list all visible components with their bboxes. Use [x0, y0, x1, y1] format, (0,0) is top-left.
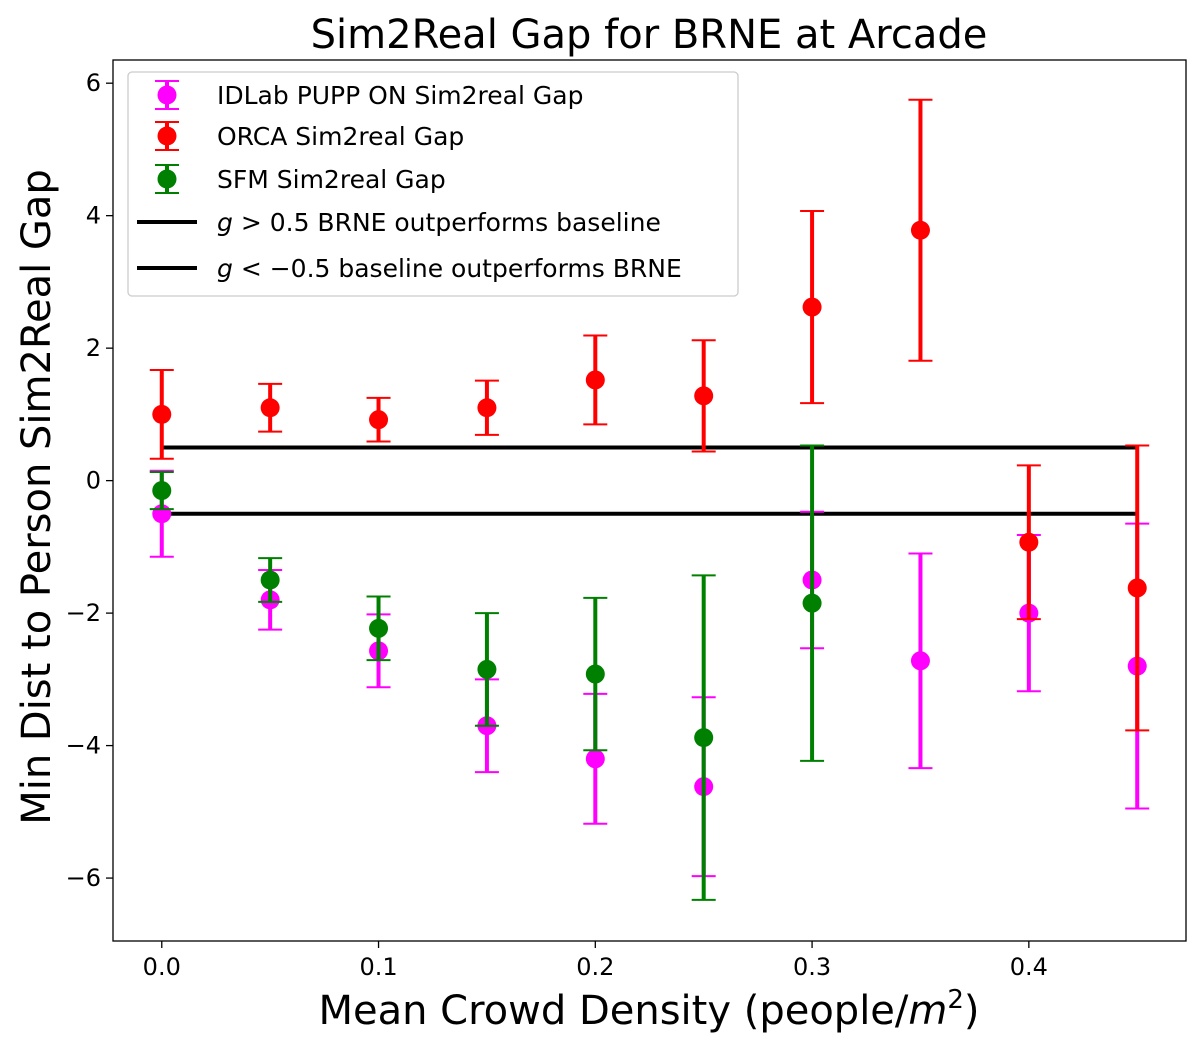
- legend-label-text: < −0.5 baseline outperforms BRNE: [233, 254, 682, 283]
- series-2: [149, 98, 1150, 732]
- x-tick-label: 0.4: [1010, 953, 1048, 981]
- axes-frame: [112, 59, 1187, 942]
- legend-box: [127, 71, 739, 297]
- data-point: [477, 398, 497, 418]
- data-point: [369, 618, 389, 638]
- data-point: [694, 728, 714, 748]
- plot-area: [149, 98, 1150, 901]
- x-tick-label: 0.1: [359, 953, 397, 981]
- legend-marker: [157, 85, 177, 105]
- legend-item-1: IDLab PUPP ON Sim2real Gap: [155, 80, 583, 110]
- y-tick-label: −4: [66, 732, 101, 760]
- x-axis-title-unit: m: [908, 988, 947, 1034]
- x-tick-label: 0.3: [793, 953, 831, 981]
- legend-marker: [157, 169, 177, 189]
- legend-label: g > 0.5 BRNE outperforms baseline: [217, 208, 661, 237]
- x-axis-title-close: ): [964, 988, 980, 1034]
- legend-label-var: g: [217, 208, 233, 237]
- data-point: [802, 297, 822, 317]
- y-tick-label: 0: [86, 467, 101, 495]
- y-tick-label: −6: [66, 864, 101, 892]
- data-point: [260, 398, 280, 418]
- legend-label: ORCA Sim2real Gap: [217, 122, 464, 151]
- legend-item-2: ORCA Sim2real Gap: [155, 121, 464, 151]
- legend-label-var: g: [217, 254, 233, 283]
- y-tick-label: −2: [66, 599, 101, 627]
- x-axis-title: Mean Crowd Density (people/m2): [318, 985, 979, 1034]
- legend-item-3: SFM Sim2real Gap: [155, 164, 446, 194]
- y-tick-label: 2: [86, 334, 101, 362]
- data-point: [585, 664, 605, 684]
- data-point: [152, 481, 172, 501]
- legend-item-4: g > 0.5 BRNE outperforms baseline: [137, 208, 661, 237]
- x-tick-label: 0.0: [143, 953, 181, 981]
- data-point: [369, 410, 389, 430]
- y-axis-title: Min Dist to Person Sim2Real Gap: [14, 169, 60, 825]
- legend: IDLab PUPP ON Sim2real Gap ORCA Sim2real …: [127, 71, 739, 297]
- legend-label: g < −0.5 baseline outperforms BRNE: [217, 254, 682, 283]
- legend-marker: [157, 126, 177, 146]
- legend-label: SFM Sim2real Gap: [217, 165, 446, 194]
- legend-item-5: g < −0.5 baseline outperforms BRNE: [137, 254, 682, 283]
- series-1: [149, 469, 1150, 878]
- data-point: [260, 570, 280, 590]
- data-point: [1127, 578, 1147, 598]
- data-point: [585, 370, 605, 390]
- series-3: [149, 444, 825, 901]
- x-axis-title-text: Mean Crowd Density (people/: [318, 988, 908, 1034]
- data-point: [910, 651, 930, 671]
- data-point: [910, 220, 930, 240]
- data-point: [802, 593, 822, 613]
- x-axis-title-exponent: 2: [947, 985, 964, 1015]
- data-point: [477, 659, 497, 679]
- data-point: [152, 404, 172, 424]
- legend-label: IDLab PUPP ON Sim2real Gap: [217, 81, 583, 110]
- axes: 0.0 0.1 0.2 0.3 0.4 −6 −4 −2 0 2 4 6: [66, 59, 1187, 981]
- legend-label-text: > 0.5 BRNE outperforms baseline: [233, 208, 661, 237]
- data-point: [694, 386, 714, 406]
- data-point: [585, 749, 605, 769]
- data-point: [1019, 532, 1039, 552]
- y-tick-label: 6: [86, 69, 101, 97]
- x-tick-label: 0.2: [576, 953, 614, 981]
- chart-title: Sim2Real Gap for BRNE at Arcade: [311, 12, 988, 58]
- y-tick-label: 4: [86, 202, 101, 230]
